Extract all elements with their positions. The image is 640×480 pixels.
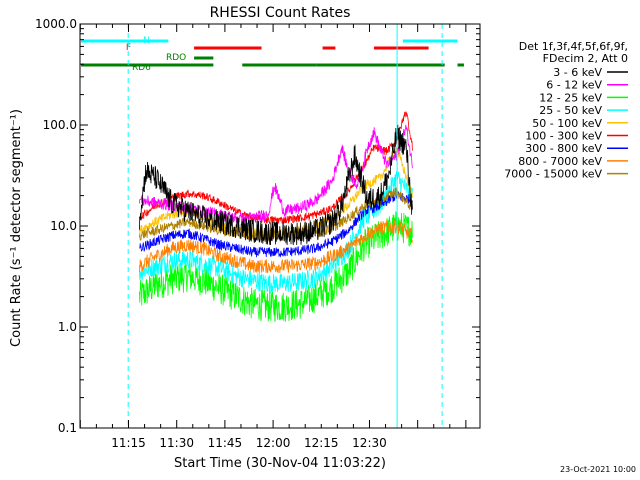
series-line-800to7000kev [139, 219, 413, 274]
series-line-300to800kev [139, 191, 413, 258]
plot-frame [79, 23, 481, 429]
legend-entry-label: 300 - 800 keV [525, 142, 602, 155]
chart-title: RHESSI Count Rates [210, 5, 351, 21]
series-line-100to300kev [139, 111, 413, 225]
legend-entry-label: 12 - 25 keV [539, 91, 602, 104]
legend-entry-label: 3 - 6 keV [553, 66, 602, 79]
series-line-12to25kev [139, 211, 413, 322]
series-line-3to6kev [139, 124, 413, 246]
x-tick-label: 11:15 [111, 436, 146, 450]
x-tick-label: 12:00 [256, 436, 291, 450]
flag-label-rdo: RDO [166, 53, 186, 63]
y-tick-label: 0.1 [58, 421, 77, 435]
legend-entry-label: 50 - 100 keV [532, 117, 602, 130]
legend-entry-label: 100 - 300 keV [525, 130, 602, 143]
generated-timestamp: 23-Oct-2021 10:00 [560, 465, 636, 474]
data-series [139, 111, 413, 322]
flag-bars: N F RDO RD6 [81, 36, 464, 73]
y-axis-label: Count Rate (s⁻¹ detector segment⁻¹) [9, 109, 24, 347]
vertical-markers [127, 24, 443, 428]
legend-header: Det 1f,3f,4f,5f,6f,9f, [519, 40, 628, 53]
x-tick-label: 11:30 [159, 436, 194, 450]
y-tick-label: 1000.0 [35, 17, 77, 31]
x-tick-label: 12:30 [352, 436, 387, 450]
x-axis-label: Start Time (30-Nov-04 11:03:22) [174, 456, 386, 471]
legend-entry-label: 800 - 7000 keV [518, 155, 602, 168]
series-line-25to50kev [139, 170, 413, 294]
y-tick-label: 100.0 [43, 118, 77, 132]
flag-label-f: F [126, 43, 131, 53]
legend-entry-label: 7000 - 15000 keV [504, 168, 602, 181]
y-tick-label: 10.0 [50, 219, 77, 233]
legend-entry-label: 25 - 50 keV [539, 104, 602, 117]
legend: Det 1f,3f,4f,5f,6f,9f,FDecim 2, Att 03 -… [504, 40, 628, 181]
legend-header: FDecim 2, Att 0 [543, 52, 628, 65]
axes: 0.1 1.0 10.0 100.0 1000.0 11:15 11:30 11:45 12:0… [35, 17, 481, 450]
flag-label-rd6: RD6 [132, 63, 151, 73]
flag-label-n: N [143, 36, 150, 46]
x-tick-label: 12:15 [304, 436, 339, 450]
x-tick-label: 11:45 [208, 436, 243, 450]
y-tick-label: 1.0 [58, 320, 77, 334]
legend-entry-label: 6 - 12 keV [546, 79, 602, 92]
